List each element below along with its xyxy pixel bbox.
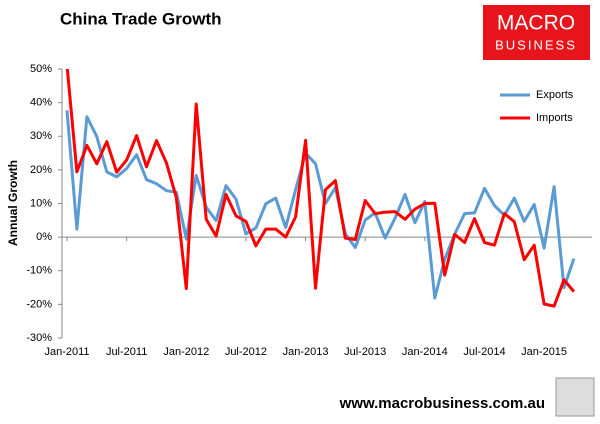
x-tick-label: Jul-2013 — [344, 346, 386, 358]
y-tick-label: 0% — [36, 231, 52, 243]
x-tick-label: Jan-2011 — [44, 346, 89, 358]
y-tick-label: -10% — [26, 265, 52, 277]
logo-icon — [555, 377, 595, 417]
logo-box — [483, 5, 590, 60]
x-tick-label: Jul-2012 — [225, 346, 267, 358]
x-tick-label: Jan-2014 — [402, 346, 448, 358]
x-tick-label: Jan-2012 — [163, 346, 209, 358]
x-tick-label: Jul-2011 — [106, 346, 147, 358]
source: www.macrobusiness.com.au — [339, 395, 545, 412]
y-tick-label: -30% — [26, 332, 52, 344]
x-tick-label: Jan-2013 — [283, 346, 329, 358]
logo-text: BUSINESS — [495, 37, 577, 52]
series-line — [65, 110, 576, 300]
series-line — [65, 69, 576, 308]
x-tick-label: Jul-2014 — [463, 346, 505, 358]
y-axis-label: Annual Growth — [6, 160, 20, 246]
chart-title: China Trade Growth — [60, 9, 222, 28]
logo-text: MACRO — [497, 12, 575, 35]
y-tick-label: -20% — [26, 298, 52, 310]
y-tick-label: 30% — [30, 130, 52, 142]
y-tick-label: 40% — [30, 97, 52, 109]
y-tick-label: 10% — [30, 197, 52, 209]
y-tick-label: 20% — [30, 164, 52, 176]
legend-label: Imports — [536, 112, 573, 124]
legend-label: Exports — [536, 89, 574, 101]
y-tick-label: 50% — [30, 63, 52, 75]
x-tick-label: Jan-2015 — [521, 346, 567, 358]
